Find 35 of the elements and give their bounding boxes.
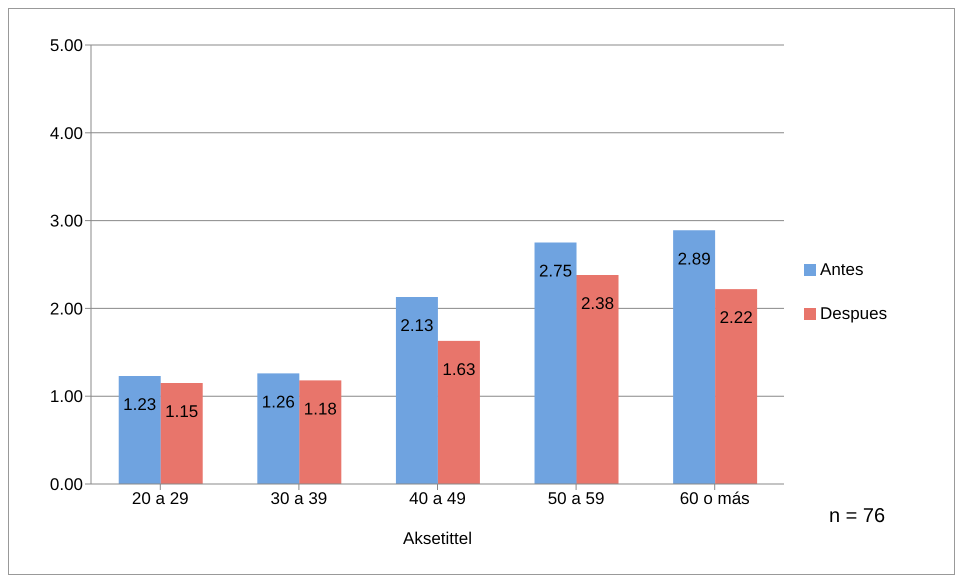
data-label: 1.26 (262, 392, 295, 412)
data-label: 2.38 (580, 294, 614, 314)
bar (299, 380, 342, 484)
data-label: 2.13 (400, 316, 434, 336)
y-tick-label: 3.00 (50, 212, 83, 231)
y-tick-label: 4.00 (50, 124, 83, 143)
bar (576, 275, 619, 484)
bar (438, 340, 480, 484)
data-label: 1.23 (123, 395, 156, 414)
data-label: 1.18 (304, 399, 337, 418)
x-tick-label: 60 o más (680, 489, 750, 508)
bar (534, 242, 577, 484)
x-tick-label: 50 a 59 (548, 489, 604, 508)
bar (160, 383, 203, 484)
data-label: 2.89 (678, 249, 711, 268)
bar (673, 230, 716, 484)
y-tick-label: 5.00 (50, 36, 83, 56)
y-tick-label: 2.00 (50, 299, 83, 318)
text: n = 76 (829, 505, 886, 528)
x-axis-title: Aksetittel (403, 529, 472, 548)
data-label: 2.22 (720, 308, 753, 328)
bar (118, 376, 161, 484)
x-tick-label: 30 a 39 (270, 489, 328, 508)
legend-label: Antes (820, 260, 864, 278)
bar (396, 296, 438, 484)
x-tick-label: 40 a 49 (409, 489, 466, 508)
data-label: 1.63 (442, 360, 476, 379)
data-label: 1.15 (165, 402, 198, 422)
data-label: 2.75 (538, 262, 572, 281)
bar (257, 373, 300, 484)
y-tick-label: 0.00 (50, 475, 83, 494)
legend-label: Despues (820, 304, 888, 322)
bar (715, 289, 758, 484)
x-tick-label: 20 a 29 (132, 489, 189, 508)
y-tick-label: 1.00 (50, 387, 83, 406)
